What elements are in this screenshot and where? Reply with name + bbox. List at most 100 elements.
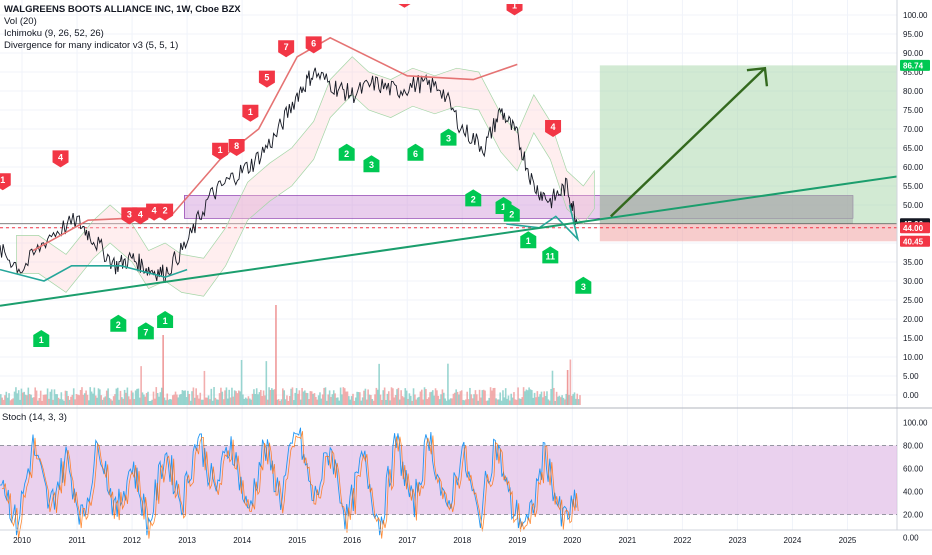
volume-bar bbox=[460, 390, 463, 405]
volume-bar bbox=[27, 387, 30, 405]
volume-bar bbox=[154, 398, 156, 405]
volume-bar bbox=[398, 399, 401, 405]
volume-bar bbox=[57, 397, 60, 405]
volume-bar bbox=[8, 393, 10, 405]
volume-bar bbox=[330, 396, 332, 405]
y-tick-label: 55.00 bbox=[903, 182, 924, 191]
volume-bar bbox=[257, 394, 259, 405]
volume-bar bbox=[171, 395, 174, 405]
volume-bar bbox=[338, 400, 341, 405]
marker-shape bbox=[465, 189, 482, 207]
volume-bar bbox=[187, 390, 189, 405]
marker-label: 2 bbox=[402, 0, 407, 3]
volume-bar bbox=[93, 387, 96, 405]
volume-bar bbox=[525, 389, 528, 405]
volume-bar bbox=[72, 388, 75, 405]
stoch-y-tick-label: 40.00 bbox=[903, 488, 924, 497]
volume-bar bbox=[331, 394, 334, 405]
stoch-label: Stoch (14, 3, 3) bbox=[2, 412, 67, 423]
marker-label: 1 bbox=[39, 335, 44, 345]
divergence-marker-bullish: 3 bbox=[440, 128, 457, 146]
volume-bar bbox=[265, 361, 268, 405]
marker-label: 3 bbox=[581, 282, 586, 292]
volume-bar bbox=[500, 400, 503, 405]
volume-bar bbox=[394, 395, 397, 405]
volume-bar bbox=[15, 387, 17, 405]
projection-arrow-shaft bbox=[610, 67, 766, 218]
volume-bar bbox=[312, 393, 314, 405]
volume-bar bbox=[184, 390, 186, 405]
marker-shape bbox=[242, 104, 259, 122]
volume-bar bbox=[189, 400, 192, 405]
volume-bar bbox=[313, 393, 316, 405]
volume-bar bbox=[378, 363, 380, 405]
volume-bar bbox=[77, 394, 79, 405]
volume-bar bbox=[193, 397, 196, 405]
marker-shape bbox=[258, 70, 275, 88]
volume-bar bbox=[169, 398, 171, 405]
volume-bar bbox=[56, 394, 59, 405]
marker-label: 1 bbox=[163, 316, 168, 326]
volume-bar bbox=[487, 400, 489, 405]
volume-bar bbox=[210, 388, 213, 405]
marker-shape bbox=[157, 311, 174, 328]
volume-bar bbox=[445, 400, 448, 405]
volume-bar bbox=[143, 394, 145, 405]
y-tick-label: 25.00 bbox=[903, 296, 924, 305]
price-label-box bbox=[900, 235, 930, 247]
volume-bar bbox=[447, 363, 449, 405]
volume-bar bbox=[68, 399, 71, 405]
marker-label: 1 bbox=[512, 0, 517, 10]
divergence-marker-bearish: 4 bbox=[132, 207, 149, 225]
marker-shape bbox=[520, 231, 537, 249]
marker-label: 3 bbox=[369, 160, 374, 170]
volume-bar bbox=[339, 387, 342, 405]
divergence-marker-bullish: 2 bbox=[503, 204, 520, 222]
divergence-marker-bullish: 2 bbox=[465, 189, 482, 207]
volume-bar bbox=[217, 399, 219, 405]
volume-bar bbox=[89, 387, 92, 405]
volume-bar bbox=[550, 388, 552, 405]
volume-bar bbox=[502, 390, 504, 405]
volume-bar bbox=[48, 398, 50, 405]
volume-bar bbox=[308, 399, 310, 405]
volume-bar bbox=[449, 398, 452, 405]
volume-bar bbox=[517, 387, 519, 405]
volume-bar bbox=[341, 394, 343, 405]
volume-bar bbox=[121, 397, 123, 405]
volume-bar bbox=[327, 394, 330, 405]
volume-bar bbox=[304, 390, 306, 405]
volume-bar bbox=[238, 390, 240, 405]
volume-bar bbox=[221, 391, 224, 405]
volume-bar bbox=[493, 387, 496, 405]
volume-bar bbox=[383, 387, 386, 405]
volume-bar bbox=[577, 399, 580, 405]
volume-bar bbox=[390, 387, 393, 405]
volume-bar bbox=[469, 387, 471, 405]
volume-bar bbox=[126, 387, 129, 405]
volume-bar bbox=[504, 388, 507, 405]
volume-bar bbox=[11, 399, 13, 405]
volume-bar bbox=[532, 397, 535, 405]
volume-bar bbox=[206, 397, 208, 405]
volume-bar bbox=[462, 399, 464, 405]
divergence-marker-bearish: 2 bbox=[157, 203, 174, 221]
volume-bar bbox=[411, 400, 413, 405]
volume-bar bbox=[434, 388, 437, 405]
volume-bar bbox=[562, 397, 565, 405]
volume-bar bbox=[264, 395, 266, 405]
volume-bar bbox=[46, 388, 49, 405]
volume-bar bbox=[103, 397, 105, 405]
volume-bar bbox=[12, 398, 14, 405]
marker-shape bbox=[110, 314, 127, 332]
volume-bar bbox=[482, 389, 485, 405]
volume-bar bbox=[485, 400, 488, 405]
y-tick-label: 35.00 bbox=[903, 258, 924, 267]
volume-bar bbox=[441, 389, 444, 405]
volume-bar bbox=[211, 400, 214, 405]
volume-bar bbox=[104, 396, 107, 405]
volume-bar bbox=[537, 396, 540, 405]
volume-bar bbox=[520, 398, 522, 405]
volume-bar bbox=[249, 398, 251, 405]
volume-bar bbox=[522, 387, 525, 405]
